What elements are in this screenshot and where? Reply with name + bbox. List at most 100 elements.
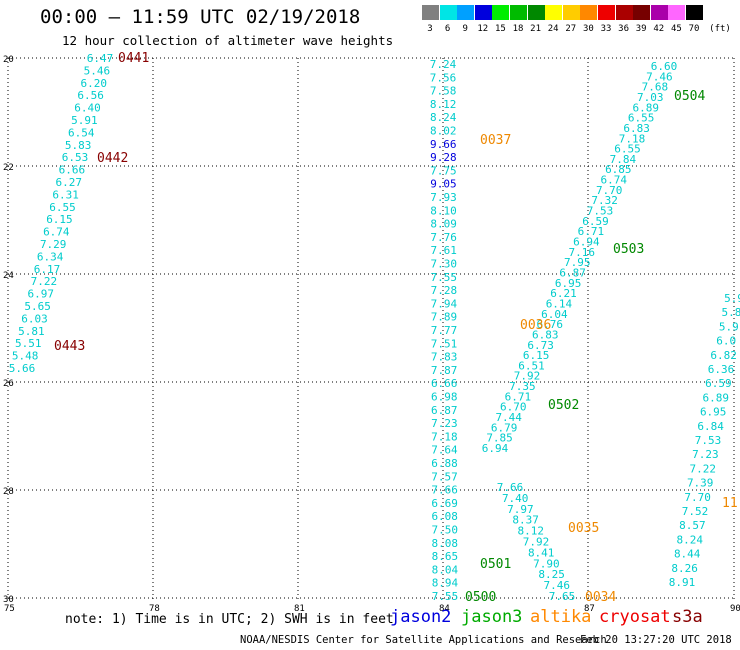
swh-value: 6.36 — [708, 363, 735, 376]
swh-value: 7.53 — [587, 205, 614, 218]
swh-value: 6.17 — [34, 263, 61, 276]
scale-label-33: 33 — [600, 24, 612, 34]
scale-label-3: 3 — [427, 24, 433, 34]
swh-value: 6.89 — [703, 391, 730, 404]
swh-value: 7.39 — [687, 477, 714, 490]
swh-value: 5.46 — [84, 64, 111, 77]
swh-value: 7.18 — [431, 430, 458, 443]
swh-value: 6.55 — [628, 112, 655, 125]
swh-value: 7.92 — [523, 536, 550, 549]
swh-value: 6.27 — [56, 176, 83, 189]
swh-value: 7.57 — [431, 470, 458, 483]
pass-label-0037: 0037 — [480, 133, 511, 148]
swh-value: 7.24 — [430, 58, 457, 71]
scale-swatch-36 — [615, 5, 633, 20]
swh-value: 7.70 — [596, 184, 623, 197]
swh-value: 6.54 — [68, 126, 95, 139]
footer-note: note: 1) Time is in UTC; 2) SWH is in fe… — [65, 612, 394, 627]
swh-value: 5.65 — [24, 300, 51, 313]
swh-value: 8.25 — [538, 568, 565, 581]
swh-value: 6.55 — [614, 143, 641, 156]
swh-value: 6.31 — [52, 188, 79, 201]
legend-s3a: s3a — [672, 607, 703, 627]
swh-value: 6.84 — [697, 420, 724, 433]
pass-label-0441: 0441 — [118, 51, 149, 66]
swh-value: 6.83 — [532, 328, 559, 341]
swh-value: 8.94 — [432, 577, 459, 590]
swh-value: 7.97 — [507, 503, 534, 516]
scale-label-18: 18 — [512, 24, 524, 34]
swh-value: 7.32 — [591, 194, 618, 207]
map-subtitle: 12 hour collection of altimeter wave hei… — [62, 33, 394, 48]
scale-swatch-9 — [457, 5, 475, 20]
swh-value: 7.55 — [432, 590, 459, 603]
swh-value: 7.66 — [497, 481, 524, 494]
swh-value: 7.52 — [682, 505, 709, 518]
swh-value: 7.55 — [431, 271, 458, 284]
swh-value: 7.29 — [40, 238, 67, 251]
scale-label-30: 30 — [582, 24, 594, 34]
lon-tick-label: 78 — [149, 604, 160, 614]
scale-swatch-70 — [686, 5, 703, 20]
swh-value: 8.44 — [674, 548, 701, 561]
swh-value: 7.03 — [637, 91, 664, 104]
swh-value: 7.16 — [569, 246, 596, 259]
swh-value: 7.30 — [431, 258, 458, 271]
swh-value: 7.23 — [692, 448, 719, 461]
scale-swatch-42 — [650, 5, 668, 20]
swh-value: 6.85 — [605, 163, 632, 176]
lon-tick-label: 84 — [439, 604, 450, 614]
swh-value: 7.50 — [432, 524, 459, 537]
pass-label-0500: 0500 — [465, 590, 496, 605]
scale-swatch-33 — [598, 5, 615, 20]
swh-value: 6.73 — [527, 339, 554, 352]
swh-value: 6.83 — [623, 122, 650, 135]
swh-value: 6.51 — [518, 359, 545, 372]
legend-jason2: jason2 — [390, 607, 452, 627]
swh-value: 8.12 — [518, 525, 545, 538]
swh-value: 6.94 — [482, 442, 509, 455]
lon-tick-label: 75 — [4, 604, 15, 614]
swh-value: 6.15 — [523, 349, 550, 362]
scale-swatch-21 — [527, 5, 545, 20]
swh-value: 7.51 — [431, 337, 458, 350]
map-title: 00:00 – 11:59 UTC 02/19/2018 — [40, 6, 361, 28]
swh-value: 6.59 — [705, 377, 732, 390]
swh-value: 8.02 — [430, 125, 457, 138]
swh-value: 6.79 — [491, 421, 518, 434]
lat-tick-label: 24 — [3, 271, 14, 281]
swh-value: 6.87 — [559, 266, 586, 279]
scale-label-39: 39 — [635, 24, 647, 34]
scale-swatch-12 — [474, 5, 492, 20]
swh-value: 6.47 — [87, 52, 114, 65]
scale-swatch-30 — [580, 5, 598, 20]
scale-label-70: 70 — [688, 24, 700, 34]
scale-label-9: 9 — [462, 24, 468, 34]
swh-value: 8.12 — [430, 98, 457, 111]
swh-value: 8.04 — [432, 563, 459, 576]
scale-label-36: 36 — [618, 24, 630, 34]
swh-value: 6.53 — [62, 151, 89, 164]
swh-value: 7.75 — [430, 164, 457, 177]
swh-value: 7.87 — [431, 364, 458, 377]
swh-value: 9.66 — [430, 138, 457, 151]
scale-label-24: 24 — [547, 24, 559, 34]
swh-value: 6.87 — [431, 404, 458, 417]
swh-value: 6.60 — [651, 60, 678, 73]
swh-value: 7.95 — [564, 256, 591, 269]
swh-value: 6.88 — [431, 457, 458, 470]
swh-value: 7.44 — [495, 411, 522, 424]
scale-swatch-45 — [668, 5, 686, 20]
swh-value: 6.95 — [555, 277, 582, 290]
swh-value: 8.09 — [430, 218, 457, 231]
swh-value: 9.28 — [430, 151, 457, 164]
lat-tick-label: 26 — [3, 379, 14, 389]
swh-value: 7.70 — [684, 491, 711, 504]
swh-value: 8.57 — [679, 519, 706, 532]
swh-value: 7.90 — [533, 557, 560, 570]
scale-label-6: 6 — [444, 24, 451, 34]
pass-label-0503: 0503 — [613, 242, 644, 257]
lat-tick-label: 30 — [3, 595, 14, 605]
swh-value: 7.68 — [642, 81, 669, 94]
